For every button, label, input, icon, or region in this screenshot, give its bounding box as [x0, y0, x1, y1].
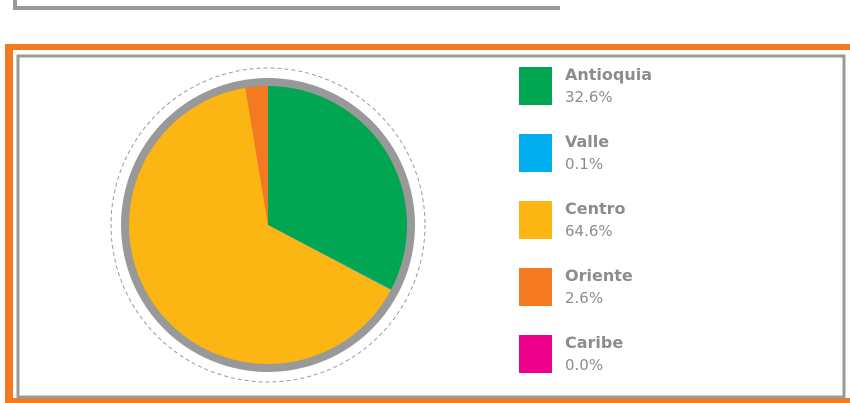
- legend-label: Antioquia: [565, 65, 652, 84]
- pie-slice: [268, 225, 392, 290]
- pie-outline: [110, 67, 426, 383]
- legend-value: 64.6%: [565, 222, 613, 240]
- frame-left: [5, 44, 13, 403]
- legend-swatch: [519, 268, 552, 306]
- frame-top: [5, 44, 850, 50]
- legend-label: Valle: [565, 132, 609, 151]
- legend-swatch: [519, 335, 552, 373]
- frame-bottom: [5, 398, 850, 403]
- legend-label: Oriente: [565, 266, 633, 285]
- header-rule: [13, 0, 560, 10]
- pie-slice: [245, 86, 268, 225]
- pie: [128, 86, 407, 364]
- legend-swatch: [519, 134, 552, 172]
- legend-value: 2.6%: [565, 289, 603, 307]
- legend-swatch: [519, 67, 552, 105]
- legend-label: Centro: [565, 199, 626, 218]
- legend-swatch: [519, 201, 552, 239]
- legend-value: 0.0%: [565, 356, 603, 374]
- legend-value: 32.6%: [565, 88, 613, 106]
- pie-slice: [128, 87, 391, 364]
- legend-value: 0.1%: [565, 155, 603, 173]
- pie-slice: [268, 86, 407, 290]
- legend-label: Caribe: [565, 333, 623, 352]
- legend: Antioquia 32.6% Valle 0.1% Centro 64.6% Orient…: [519, 65, 652, 374]
